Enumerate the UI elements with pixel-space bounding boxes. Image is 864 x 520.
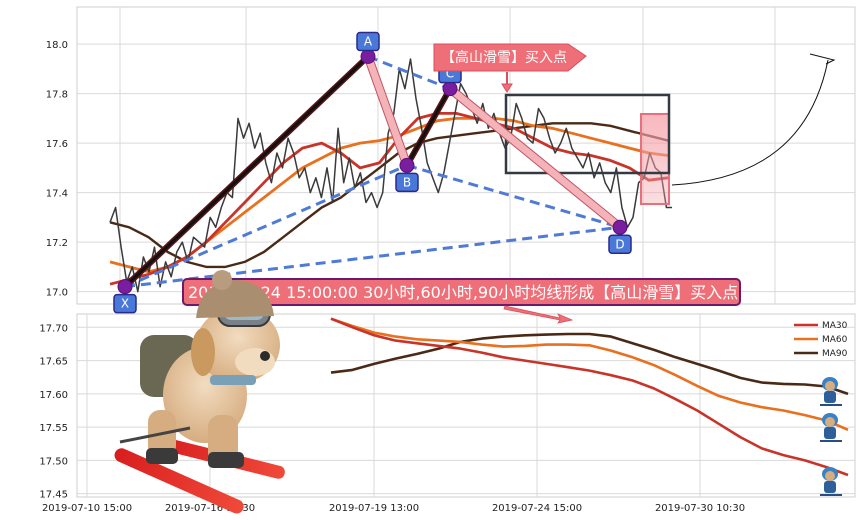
mascot-beanie (196, 280, 274, 318)
pattern-dashed-line (124, 164, 408, 289)
y-tick-label: 17.2 (46, 238, 68, 249)
mascot-ear (191, 328, 215, 376)
buy-tag-shape (433, 43, 587, 72)
mascot-ski-pole (119, 426, 191, 444)
buy-tag-text: 【高山滑雪】买入点 (441, 49, 567, 66)
pattern-leg (123, 55, 370, 289)
y-tick-label: 17.65 (39, 357, 68, 368)
pattern-dashed-line (367, 55, 451, 91)
y-tick-label: 17.50 (39, 456, 68, 467)
pattern-point-marker (399, 157, 415, 173)
signal-banner-pointer (503, 305, 574, 324)
y-tick-label: 17.4 (46, 189, 68, 200)
x-tick-label: 2019-07-30 10:30 (655, 503, 745, 514)
pattern-point-badge (395, 172, 419, 193)
pattern-dashed-lines (124, 55, 621, 289)
legend-label-ma60: MA60 (822, 335, 848, 345)
mascot-boot (146, 448, 178, 464)
pattern-point-marker (612, 219, 628, 235)
legend-label-ma90: MA90 (822, 349, 848, 359)
signal-banner: 2019-07-24 15:00:00 30小时,60小时,90小时均线形成【高… (182, 278, 741, 324)
pattern-dashed-line (406, 163, 621, 229)
pattern-point-label: C (446, 67, 454, 81)
signal-banner-text: 2019-07-24 15:00:00 30小时,60小时,90小时均线形成【高… (188, 283, 738, 302)
series-line-ma60 (330, 317, 849, 431)
series-line-ma90 (109, 122, 669, 269)
signal-banner-box (182, 278, 741, 306)
y-tick-label: 17.6 (46, 139, 68, 150)
pattern-dashed-line (124, 225, 621, 289)
ma-x-ticks: 2019-07-10 15:00 2019-07-16 10:30 2019-07-… (42, 503, 745, 514)
ma-series (330, 317, 849, 477)
pattern-point-label: X (121, 297, 129, 311)
pattern-point-badge (113, 293, 137, 314)
legend: MA30 MA60 MA90 (794, 321, 848, 359)
price-y-ticks: 17.0 17.2 17.4 17.6 17.8 18.0 (46, 40, 68, 299)
mini-skier-icon (820, 467, 842, 496)
y-tick-label: 18.0 (46, 40, 68, 51)
pattern-leg (405, 87, 452, 167)
legend-label-ma30: MA30 (822, 321, 848, 331)
x-tick-label: 2019-07-16 10:30 (165, 503, 255, 514)
mascot-snout (235, 348, 275, 376)
y-tick-label: 17.0 (46, 288, 68, 299)
annotation-arc (671, 59, 829, 186)
buy-tag-pointer-head (501, 83, 513, 93)
mini-skier-icon (820, 377, 842, 406)
mascot-ski-left (114, 448, 244, 514)
y-tick-label: 17.55 (39, 423, 68, 434)
pattern-point-marker (360, 49, 376, 64)
annotation-arc-head (809, 53, 836, 65)
y-tick-label: 17.45 (39, 490, 68, 501)
y-tick-label: 17.8 (46, 90, 68, 101)
ma-y-ticks: 17.45 17.50 17.55 17.60 17.65 17.70 (39, 323, 68, 500)
series-line-ma90 (330, 332, 849, 396)
buy-zone-highlight (640, 113, 670, 205)
price-series (109, 58, 672, 293)
pattern-point-badge (356, 31, 380, 52)
mascot-scarf (210, 375, 256, 385)
x-tick-label: 2019-07-10 15:00 (42, 503, 132, 514)
pattern-point-label: D (615, 237, 624, 251)
price-panel: 17.0 17.2 17.4 17.6 17.8 18.0 X A B C D 【高山滑雪】买入点 (46, 6, 856, 314)
pattern-point-label: B (403, 175, 411, 189)
mascot-boot (208, 452, 244, 468)
pattern-point-label: A (364, 35, 373, 49)
pattern-point-marker (117, 279, 133, 295)
mascot-pompom (212, 270, 232, 290)
mini-skier-icon (820, 413, 842, 442)
x-tick-label: 2019-07-24 15:00 (492, 503, 582, 514)
pattern-point-marker (442, 81, 458, 97)
buy-tag: 【高山滑雪】买入点 (433, 43, 587, 93)
pattern-points: X A B C D (113, 31, 632, 314)
mini-skier-icons (820, 377, 842, 496)
y-tick-label: 17.60 (39, 390, 68, 401)
mascot-nose (260, 351, 270, 361)
ski-dog-mascot-icon (114, 270, 285, 514)
pattern-point-badge (608, 234, 632, 255)
y-tick-label: 17.70 (39, 323, 68, 334)
x-tick-label: 2019-07-19 13:00 (329, 503, 419, 514)
harmonic-pattern: X A B C D (113, 31, 671, 314)
series-line-ma30 (330, 317, 849, 477)
pattern-legs (122, 53, 453, 290)
